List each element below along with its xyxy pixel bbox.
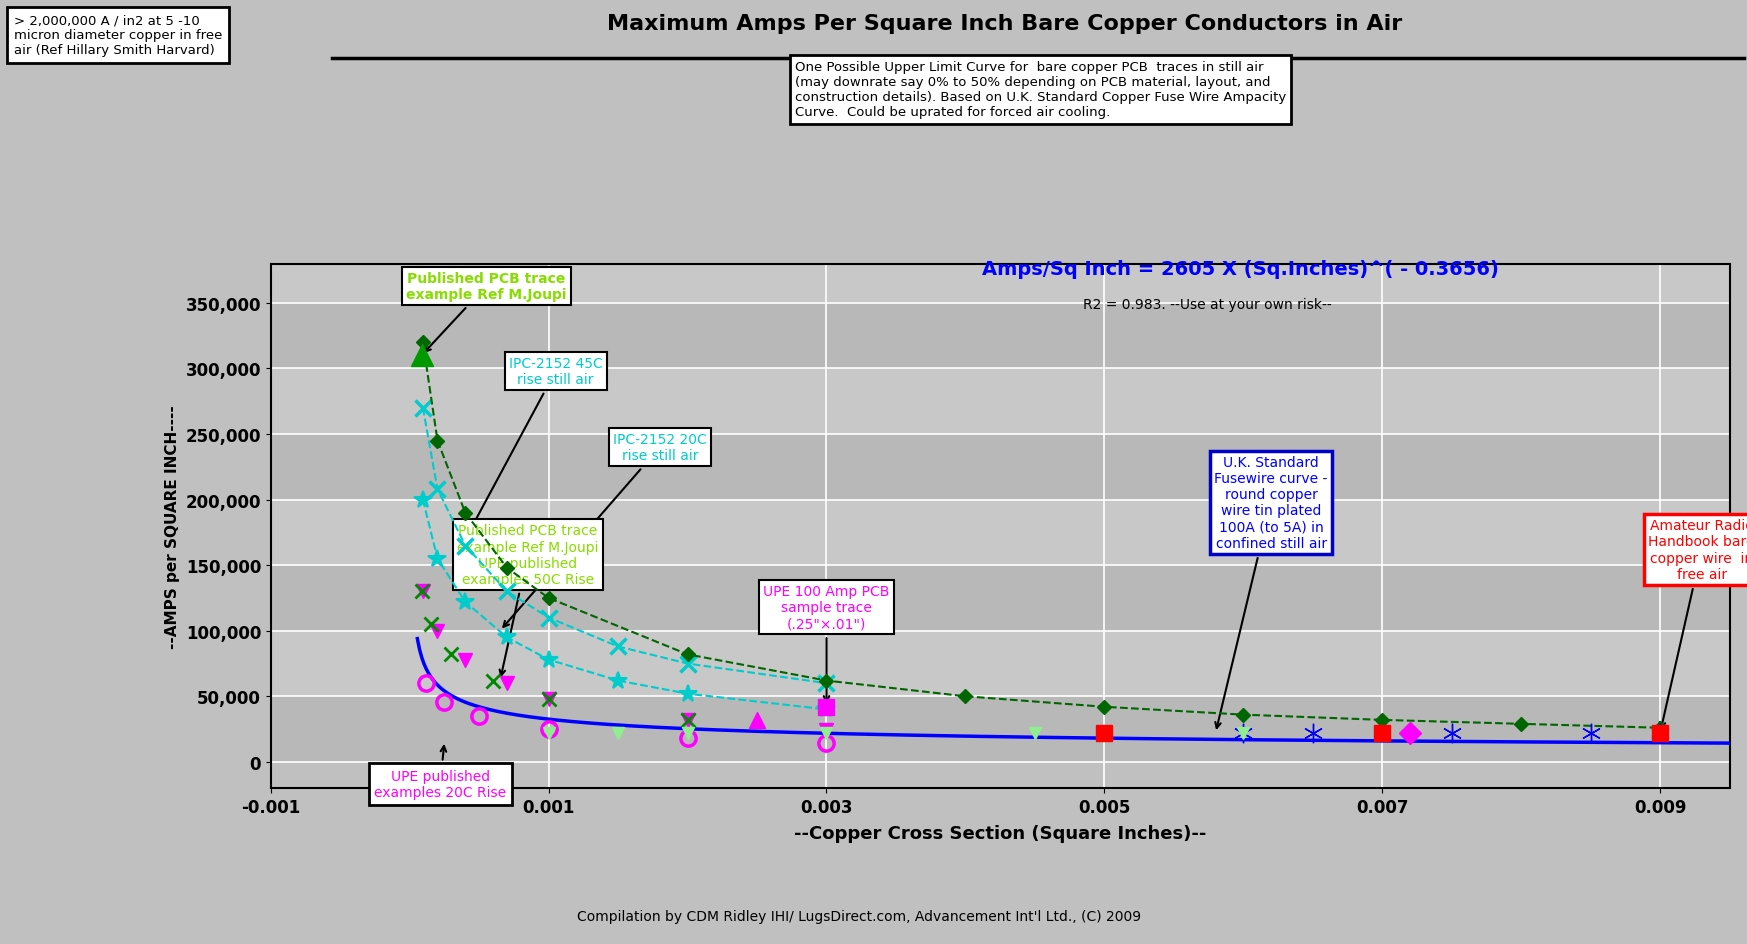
- Bar: [271, 631, 1730, 697]
- Bar: [271, 434, 1730, 500]
- Text: Compilation by CDM Ridley IHI/ LugsDirect.com, Advancement Int'l Ltd., (C) 2009: Compilation by CDM Ridley IHI/ LugsDirec…: [577, 909, 1141, 923]
- Bar: [271, 304, 1730, 369]
- Bar: [271, 264, 1730, 304]
- X-axis label: --Copper Cross Section (Square Inches)--: --Copper Cross Section (Square Inches)--: [793, 824, 1207, 842]
- Text: One Possible Upper Limit Curve for  bare copper PCB  traces in still air
(may do: One Possible Upper Limit Curve for bare …: [795, 61, 1286, 119]
- Text: > 2,000,000 A / in2 at 5 -10
micron diameter copper in free
air (Ref Hillary Smi: > 2,000,000 A / in2 at 5 -10 micron diam…: [14, 14, 222, 58]
- Text: Maximum Amps Per Square Inch Bare Copper Conductors in Air: Maximum Amps Per Square Inch Bare Copper…: [606, 14, 1403, 34]
- Bar: [271, 369, 1730, 434]
- Text: Published PCB trace
example Ref M.Joupi
UPE published
examples 50C Rise: Published PCB trace example Ref M.Joupi …: [458, 524, 599, 676]
- Text: IPC-2152 20C
rise still air: IPC-2152 20C rise still air: [503, 432, 706, 627]
- Bar: [271, 500, 1730, 565]
- Y-axis label: --AMPS per SQUARE INCH----: --AMPS per SQUARE INCH----: [164, 405, 180, 648]
- Text: UPE 100 Amp PCB
sample trace
(.25"×.01"): UPE 100 Amp PCB sample trace (.25"×.01"): [763, 584, 889, 702]
- Text: IPC-2152 45C
rise still air: IPC-2152 45C rise still air: [461, 357, 603, 548]
- Text: R2 = 0.983. --Use at your own risk--: R2 = 0.983. --Use at your own risk--: [1083, 297, 1331, 312]
- Text: Amateur Radio
Handbook bare
copper wire  in
free air: Amateur Radio Handbook bare copper wire …: [1649, 518, 1747, 728]
- Text: UPE published
examples 20C Rise: UPE published examples 20C Rise: [374, 746, 507, 800]
- Text: U.K. Standard
Fusewire curve -
round copper
wire tin plated
100A (to 5A) in
conf: U.K. Standard Fusewire curve - round cop…: [1214, 455, 1328, 728]
- Bar: [271, 697, 1730, 762]
- Text: Amps/Sq Inch = 2605 X (Sq.Inches)^( - 0.3656): Amps/Sq Inch = 2605 X (Sq.Inches)^( - 0.…: [982, 260, 1499, 278]
- Text: Published PCB trace
example Ref M.Joupi: Published PCB trace example Ref M.Joupi: [405, 272, 566, 352]
- Bar: [271, 565, 1730, 631]
